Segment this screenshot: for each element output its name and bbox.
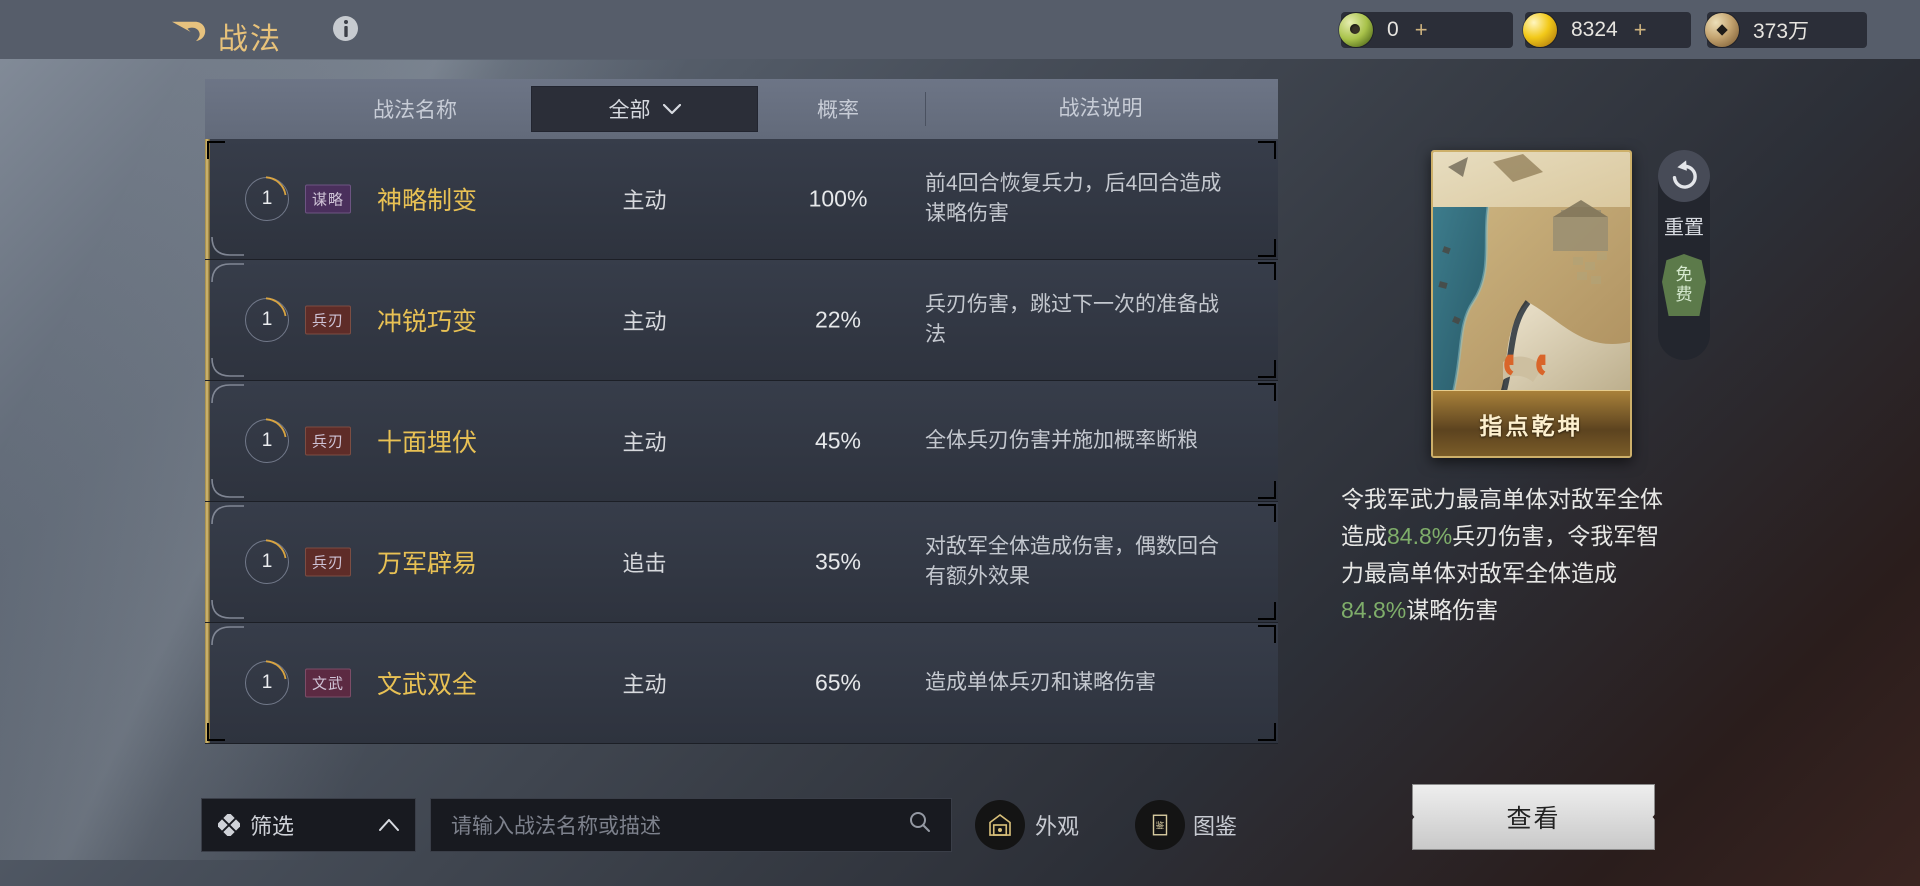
- svg-text:鉴: 鉴: [1156, 819, 1165, 830]
